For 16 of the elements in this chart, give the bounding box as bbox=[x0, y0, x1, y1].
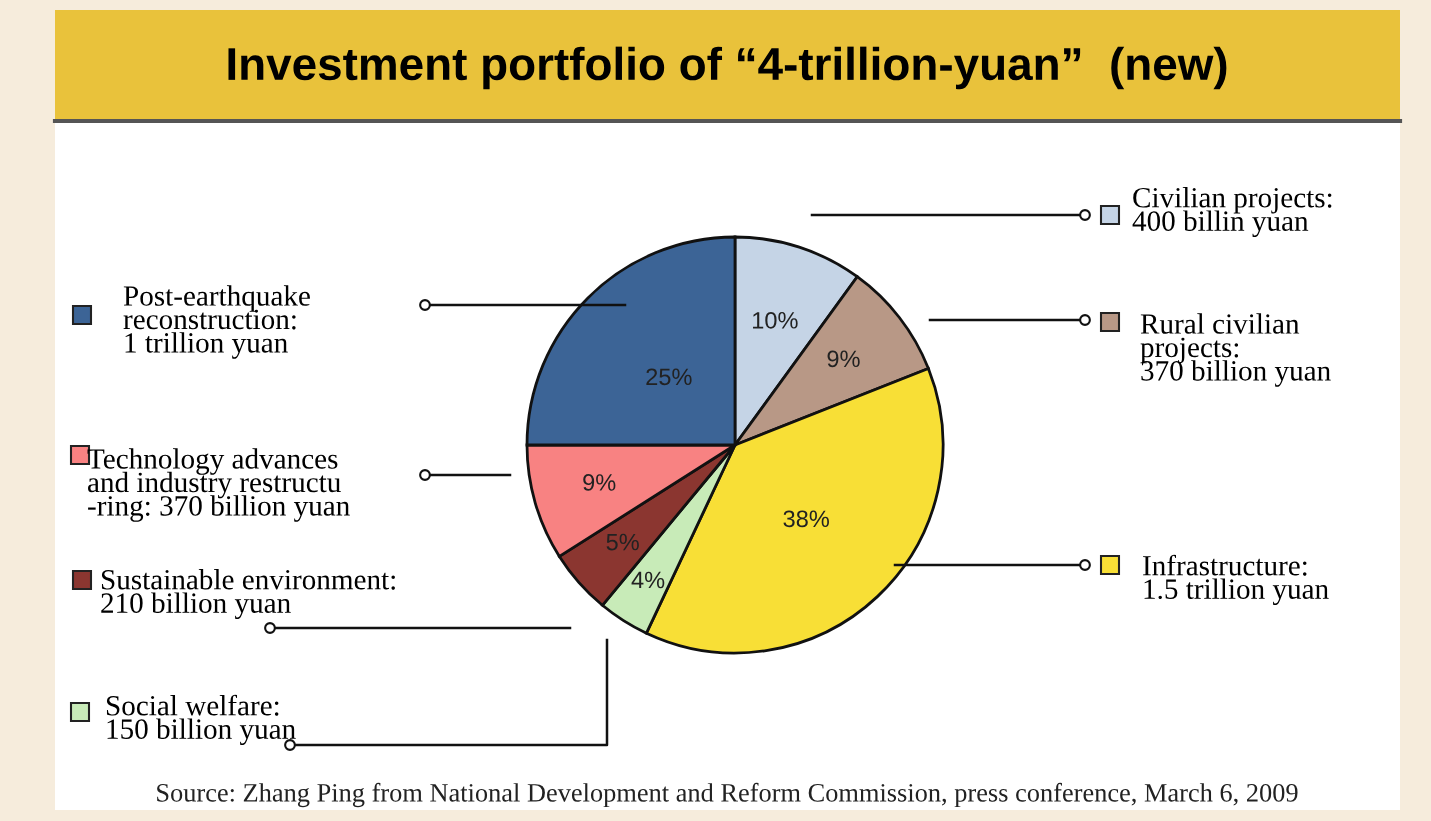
chart-title: Investment portfolio of “4-trillion-yuan” (new) bbox=[228, 46, 1227, 90]
legend-label: Sustainable environment: 210 billion yuan bbox=[101, 569, 395, 619]
source-note: Source: Zhang Ping from National Development and Reform Commission, press conference, March 6, 2009 bbox=[157, 782, 1298, 808]
data-label: 10% bbox=[753, 311, 798, 329]
data-label: 4% bbox=[631, 571, 665, 589]
data-label: 9% bbox=[827, 350, 860, 368]
legend-label: Civilian projects: 400 billin yuan bbox=[1132, 187, 1332, 237]
legend-label: Infrastructure: 1.5 trillion yuan bbox=[1143, 554, 1329, 605]
legend-label: Technology advances and industry restructu -ring: 370 billion yuan bbox=[87, 448, 350, 522]
legend-label: Social welfare: 150 billion yuan bbox=[106, 694, 296, 745]
data-label: 25% bbox=[646, 368, 692, 386]
data-label: 5% bbox=[606, 533, 639, 551]
data-label: 38% bbox=[783, 510, 829, 528]
legend-label: Post-earthquake reconstruction: 1 trillion yuan bbox=[123, 285, 310, 359]
data-label: 9% bbox=[583, 474, 616, 491]
legend-label: Rural civilian projects: 370 billion yuan bbox=[1140, 313, 1331, 387]
